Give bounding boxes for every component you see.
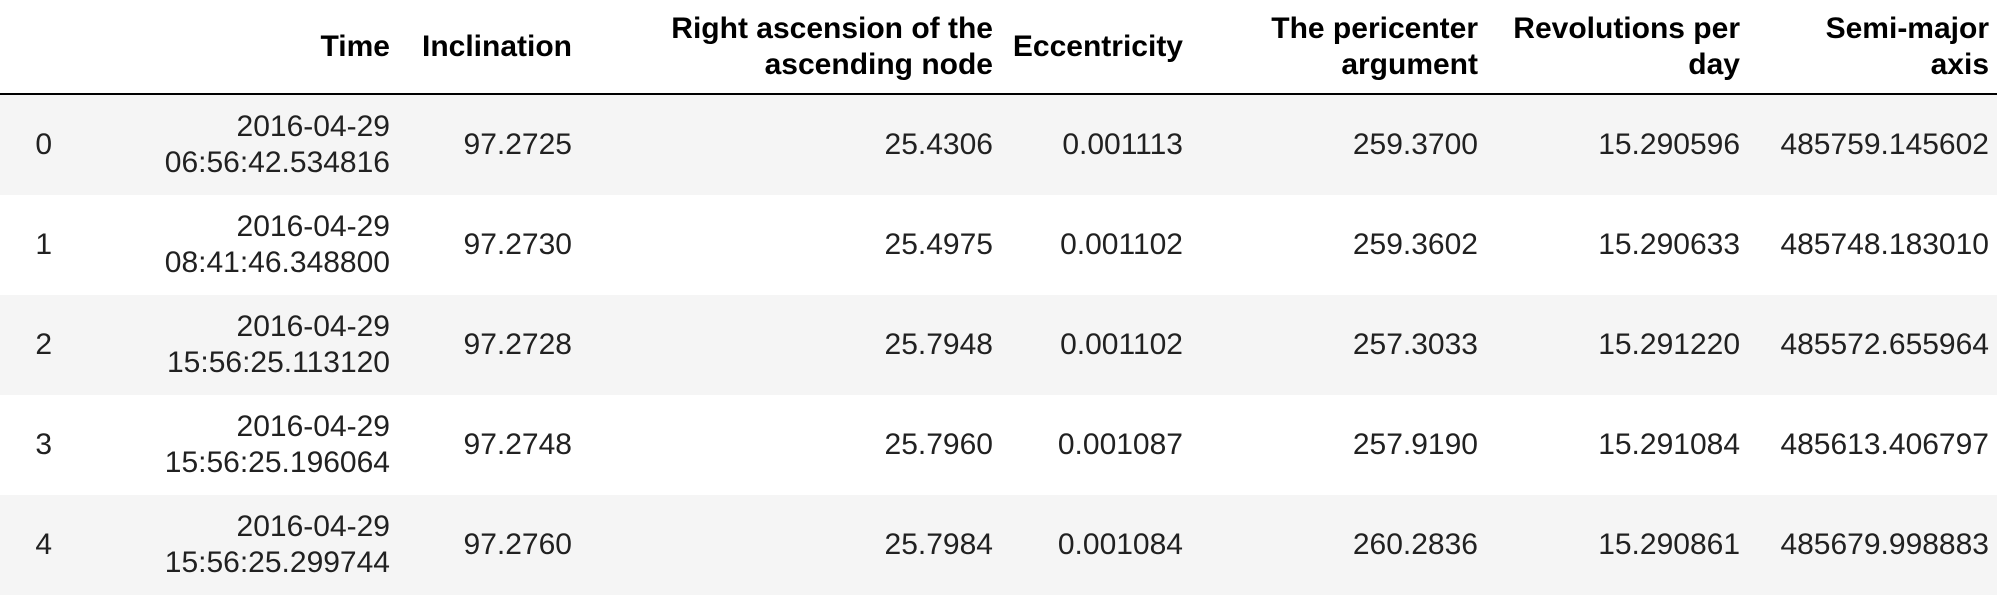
cell-right-ascension: 25.7948 [884,328,993,361]
dataframe-table: Time Inclination Right ascension of the … [0,0,1997,595]
column-header-inclination: Inclination [398,0,580,95]
column-header-index [0,0,60,95]
cell-pericenter-argument: 259.3700 [1352,128,1478,161]
cell-semi-major-axis: 485679.998883 [1780,528,1989,561]
table-row: 0 2016-04-29 06:56:42.534816 97.2725 25.… [0,94,1997,195]
cell-pericenter-argument: 260.2836 [1352,528,1478,561]
column-header-inclination-label: Inclination [422,29,572,63]
cell-pericenter-argument: 259.3602 [1352,228,1478,261]
row-index: 0 [35,128,52,161]
column-header-eccentricity-label: Eccentricity [1012,29,1183,63]
cell-revolutions-per-day: 15.291220 [1598,328,1740,361]
cell-time: 2016-04-29 15:56:25.113120 [167,310,390,379]
cell-eccentricity: 0.001087 [1057,428,1183,461]
row-index: 2 [35,328,52,361]
cell-right-ascension: 25.4975 [884,228,993,261]
cell-time: 2016-04-29 15:56:25.299744 [164,510,390,579]
cell-semi-major-axis: 485759.145602 [1780,128,1989,161]
column-header-time-label: Time [320,29,390,63]
column-header-right-ascension-label: Right ascension of the ascending node [671,11,993,81]
cell-time: 2016-04-29 15:56:25.196064 [164,410,390,479]
cell-inclination: 97.2730 [463,228,572,261]
table-row: 1 2016-04-29 08:41:46.348800 97.2730 25.… [0,195,1997,295]
cell-right-ascension: 25.4306 [884,128,993,161]
column-header-right-ascension: Right ascension of the ascending node [580,0,1001,95]
cell-right-ascension: 25.7960 [884,428,993,461]
cell-semi-major-axis: 485748.183010 [1780,228,1989,261]
row-index: 4 [35,528,52,561]
cell-inclination: 97.2760 [463,528,572,561]
cell-revolutions-per-day: 15.290596 [1598,128,1740,161]
column-header-semi-major-axis-label: Semi-major axis [1825,11,1989,81]
cell-inclination: 97.2748 [463,428,572,461]
header-row: Time Inclination Right ascension of the … [0,0,1997,95]
cell-revolutions-per-day: 15.290861 [1598,528,1740,561]
cell-inclination: 97.2728 [463,328,572,361]
table-row: 3 2016-04-29 15:56:25.196064 97.2748 25.… [0,395,1997,495]
table-row: 2 2016-04-29 15:56:25.113120 97.2728 25.… [0,295,1997,395]
cell-semi-major-axis: 485613.406797 [1780,428,1989,461]
cell-pericenter-argument: 257.9190 [1352,428,1478,461]
column-header-pericenter-argument: The pericenter argument [1191,0,1486,95]
cell-pericenter-argument: 257.3033 [1352,328,1478,361]
cell-time: 2016-04-29 06:56:42.534816 [164,110,390,179]
row-index: 1 [35,228,52,261]
cell-revolutions-per-day: 15.291084 [1598,428,1740,461]
column-header-pericenter-argument-label: The pericenter argument [1271,11,1478,81]
column-header-revolutions-per-day: Revolutions per day [1486,0,1748,95]
cell-semi-major-axis: 485572.655964 [1780,328,1989,361]
cell-eccentricity: 0.001102 [1060,228,1183,261]
row-index: 3 [35,428,52,461]
cell-right-ascension: 25.7984 [884,528,993,561]
table-row: 4 2016-04-29 15:56:25.299744 97.2760 25.… [0,495,1997,595]
column-header-eccentricity: Eccentricity [1001,0,1191,95]
cell-time: 2016-04-29 08:41:46.348800 [164,210,390,279]
cell-revolutions-per-day: 15.290633 [1598,228,1740,261]
column-header-semi-major-axis: Semi-major axis [1748,0,1997,95]
column-header-time: Time [60,0,398,95]
cell-eccentricity: 0.001113 [1062,128,1183,161]
cell-eccentricity: 0.001084 [1057,528,1183,561]
cell-eccentricity: 0.001102 [1060,328,1183,361]
column-header-revolutions-per-day-label: Revolutions per day [1513,11,1740,81]
cell-inclination: 97.2725 [463,128,572,161]
